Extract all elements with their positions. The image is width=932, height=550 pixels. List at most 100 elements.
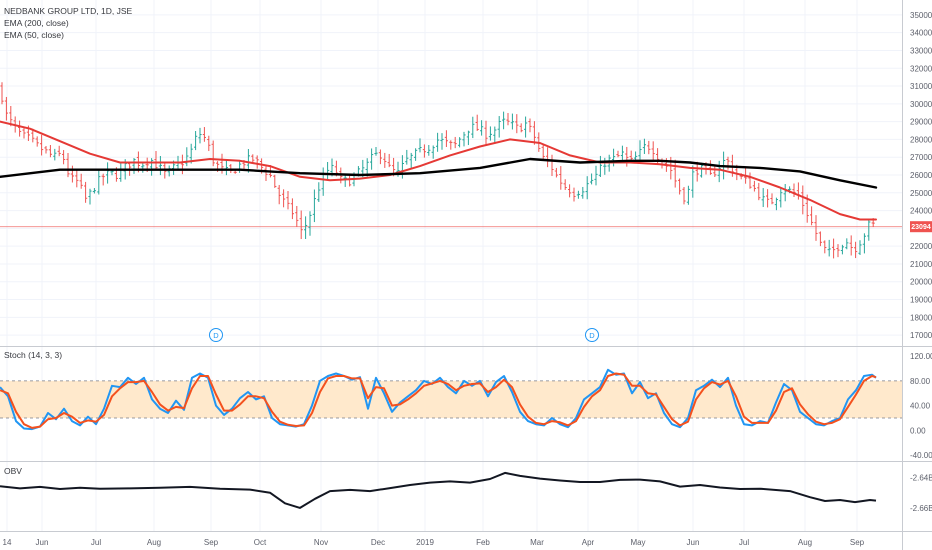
time-tick-sep: Sep bbox=[850, 538, 865, 547]
candle bbox=[581, 186, 585, 199]
candle bbox=[198, 127, 202, 144]
candle bbox=[493, 126, 497, 144]
obv-axis[interactable]: -2.64B -2.66B bbox=[910, 473, 932, 512]
time-tick-14: 14 bbox=[3, 538, 12, 547]
time-tick-sep: Sep bbox=[204, 538, 219, 547]
ema50-line bbox=[0, 120, 877, 221]
price-tick-30000: 30000 bbox=[910, 100, 932, 109]
candle bbox=[370, 148, 374, 170]
time-tick-jul: Jul bbox=[91, 538, 101, 547]
candle bbox=[304, 216, 308, 239]
candle bbox=[246, 149, 250, 173]
price-tick-33000: 33000 bbox=[910, 46, 932, 55]
candle bbox=[678, 178, 682, 195]
ema200-legend[interactable]: EMA (200, close) bbox=[4, 18, 69, 28]
candle bbox=[431, 145, 435, 159]
stoch-legend[interactable]: Stoch (14, 3, 3) bbox=[4, 350, 62, 360]
candle bbox=[757, 182, 761, 201]
candle bbox=[207, 135, 211, 152]
candle bbox=[132, 157, 136, 174]
time-axis[interactable]: 14 Jun Jul Aug Sep Oct Nov Dec 2019 Feb Mar Apr May J… bbox=[3, 538, 865, 547]
candle bbox=[840, 244, 844, 255]
candle bbox=[532, 121, 536, 145]
candle bbox=[387, 153, 391, 168]
candle bbox=[691, 165, 695, 198]
price-tick-28000: 28000 bbox=[910, 135, 932, 144]
candle bbox=[154, 151, 158, 170]
time-tick-jun: Jun bbox=[687, 538, 700, 547]
candle bbox=[590, 173, 594, 185]
candle bbox=[519, 123, 523, 133]
stochastic-axis[interactable]: 120.00 80.00 40.00 0.00 -40.00 bbox=[910, 352, 932, 460]
candle bbox=[35, 136, 39, 147]
candle bbox=[528, 118, 532, 133]
candle bbox=[651, 141, 655, 162]
candle bbox=[854, 241, 858, 259]
candle bbox=[378, 149, 382, 165]
candle bbox=[506, 112, 510, 126]
candle bbox=[713, 165, 717, 177]
obv-tick: -2.64B bbox=[910, 473, 932, 482]
stoch-d-line bbox=[0, 372, 877, 429]
price-tick-22000: 22000 bbox=[910, 242, 932, 251]
candle bbox=[810, 206, 814, 226]
candle bbox=[44, 146, 48, 154]
time-tick-oct: Oct bbox=[254, 538, 267, 547]
candle bbox=[642, 138, 646, 154]
candle bbox=[620, 145, 624, 163]
candle bbox=[48, 144, 52, 158]
price-tick-29000: 29000 bbox=[910, 118, 932, 127]
ema200-line bbox=[0, 157, 878, 189]
candle bbox=[0, 82, 4, 105]
candle bbox=[673, 159, 677, 188]
time-tick-feb: Feb bbox=[476, 538, 490, 547]
obv-legend[interactable]: OBV bbox=[4, 466, 22, 476]
candle bbox=[594, 165, 598, 186]
candle bbox=[317, 182, 321, 203]
candle bbox=[480, 120, 484, 136]
obv-tick: -2.66B bbox=[910, 504, 932, 513]
time-tick-jul: Jul bbox=[739, 538, 749, 547]
candle bbox=[40, 134, 44, 156]
candle bbox=[541, 143, 545, 160]
candle bbox=[462, 131, 466, 147]
price-axis[interactable]: 35000 34000 33000 32000 31000 30000 29000 28000… bbox=[910, 11, 932, 340]
time-tick-mar: Mar bbox=[530, 538, 544, 547]
candle bbox=[70, 165, 74, 183]
candle bbox=[251, 154, 255, 164]
ema50-legend[interactable]: EMA (50, close) bbox=[4, 30, 64, 40]
candle bbox=[277, 184, 281, 205]
candle bbox=[849, 235, 853, 256]
candle bbox=[202, 127, 206, 142]
candle bbox=[282, 189, 286, 208]
candle bbox=[180, 154, 184, 175]
candle bbox=[779, 188, 783, 208]
candle bbox=[88, 188, 92, 205]
candle bbox=[308, 211, 312, 236]
dividend-marker[interactable]: D bbox=[585, 328, 599, 342]
candle bbox=[414, 148, 418, 161]
price-tick-17000: 17000 bbox=[910, 331, 932, 340]
price-tick-20000: 20000 bbox=[910, 278, 932, 287]
stochastic-pane[interactable] bbox=[0, 368, 902, 431]
obv-pane[interactable] bbox=[0, 471, 877, 509]
dividend-marker[interactable]: D bbox=[209, 328, 223, 342]
price-tick-34000: 34000 bbox=[910, 29, 932, 38]
candle bbox=[475, 114, 479, 131]
stoch-tick: 80.00 bbox=[910, 377, 931, 386]
candle bbox=[585, 176, 589, 200]
price-tick-24000: 24000 bbox=[910, 207, 932, 216]
price-tick-32000: 32000 bbox=[910, 64, 932, 73]
candle bbox=[836, 244, 840, 258]
candle bbox=[770, 193, 774, 205]
time-tick-aug: Aug bbox=[798, 538, 812, 547]
candle bbox=[554, 167, 558, 178]
symbol-title[interactable]: NEDBANK GROUP LTD, 1D, JSE bbox=[4, 6, 132, 16]
last-price-tag bbox=[910, 221, 932, 233]
candle bbox=[524, 116, 528, 138]
candle bbox=[686, 185, 690, 205]
